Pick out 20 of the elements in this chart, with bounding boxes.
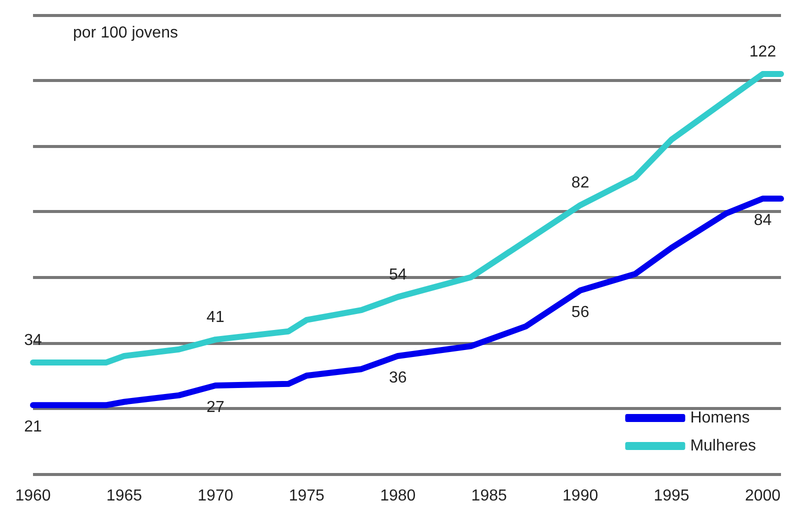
x-tick-label: 2000: [744, 488, 781, 504]
x-tick-label: 1965: [106, 488, 142, 504]
legend-label: Mulheres: [690, 438, 756, 454]
x-tick-label: 1995: [654, 488, 690, 504]
x-tick-label: 1960: [15, 488, 51, 504]
legend-label: Homens: [690, 410, 750, 426]
data-label: 36: [388, 369, 407, 386]
x-tick-label: 1970: [198, 488, 234, 504]
data-label: 56: [571, 304, 590, 321]
data-label: 21: [24, 418, 42, 436]
data-label: 122: [749, 44, 776, 61]
y-axis-title: por 100 jovens: [73, 24, 178, 42]
x-tick-label: 1980: [380, 488, 416, 504]
x-tick-label: 1975: [288, 488, 325, 504]
data-label: 41: [206, 309, 224, 326]
data-label: 84: [754, 212, 772, 230]
x-tick-label: 1985: [471, 488, 507, 504]
data-label: 34: [24, 332, 42, 350]
data-label: 82: [571, 174, 590, 192]
x-tick-label: 1990: [562, 488, 598, 504]
